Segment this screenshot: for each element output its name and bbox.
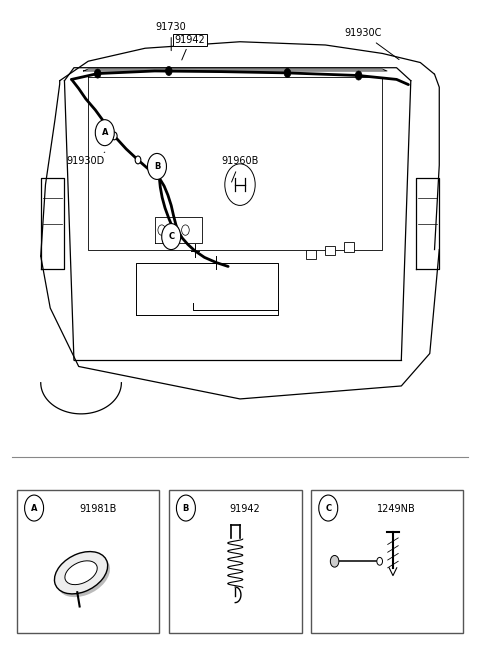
Text: 91942: 91942 [229,504,260,514]
Bar [344,242,354,252]
Circle shape [177,495,195,521]
Circle shape [96,120,114,145]
Text: 91930D: 91930D [67,152,105,166]
FancyBboxPatch shape [311,490,463,633]
Circle shape [135,156,141,164]
Text: 91730: 91730 [156,22,187,50]
Circle shape [24,495,44,521]
Text: 91942: 91942 [175,35,205,60]
Text: B: B [154,162,160,171]
Circle shape [158,225,166,235]
Text: B: B [183,504,189,513]
Circle shape [181,225,189,235]
Text: 91981B: 91981B [79,504,116,514]
Circle shape [166,66,172,75]
Text: A: A [31,504,37,513]
Circle shape [330,555,339,567]
FancyBboxPatch shape [169,490,301,633]
Circle shape [111,132,117,140]
Circle shape [170,225,178,235]
Circle shape [95,69,101,78]
Circle shape [225,164,255,206]
Bar [306,250,316,259]
Text: 91930C: 91930C [345,29,399,60]
Circle shape [377,557,383,565]
Circle shape [319,495,338,521]
Text: 1249NB: 1249NB [377,504,416,514]
Text: C: C [168,232,174,241]
Circle shape [284,68,291,77]
Text: C: C [325,504,331,513]
Text: 91960B: 91960B [221,157,259,182]
Ellipse shape [57,555,110,597]
FancyBboxPatch shape [17,490,159,633]
Circle shape [355,71,362,80]
Ellipse shape [54,552,108,594]
Ellipse shape [65,561,97,585]
Text: A: A [102,128,108,137]
Bar [325,246,335,255]
Circle shape [162,223,180,250]
Circle shape [147,153,167,179]
